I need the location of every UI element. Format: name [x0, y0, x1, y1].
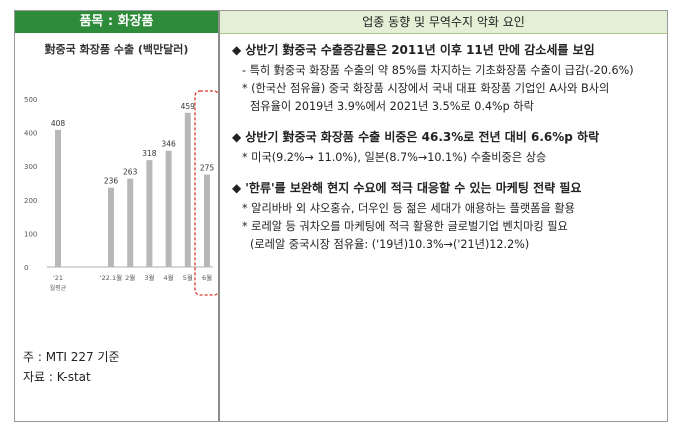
right-panel: 업종 동향 및 무역수지 악화 요인 ◆ 상반기 對중국 수출증감률은 2011년…: [220, 11, 667, 421]
detail-line: * 알리바바 외 샤오홍슈, 더우인 등 젊은 세대가 애용하는 플랫폼을 활용: [242, 202, 575, 215]
y-tick-label: 300: [24, 163, 37, 171]
diamond-bullet-icon: ◆: [232, 130, 242, 144]
y-tick-label: 0: [24, 264, 28, 272]
data-label: 318: [142, 149, 157, 158]
x-tick-label: '22.1월: [100, 273, 122, 282]
highlight-box: [194, 90, 218, 296]
bar: [55, 129, 61, 267]
section-headline: ◆ 상반기 對중국 수출증감률은 2011년 이후 11년 만에 감소세를 보임: [232, 41, 662, 58]
diamond-bullet-icon: ◆: [232, 43, 242, 57]
x-tick-label: '21: [53, 274, 63, 282]
data-label: 236: [104, 177, 119, 186]
notes: 주 : MTI 227 기준 자료 : K-stat: [23, 347, 120, 387]
bar: [108, 187, 114, 267]
bar: [146, 160, 153, 267]
detail-line: * (한국산 점유율) 중국 화장품 시장에서 국내 대표 화장품 기업인 A사…: [242, 82, 610, 95]
y-tick-label: 200: [24, 197, 37, 205]
source-text: 자료 : K-stat: [23, 370, 91, 384]
bar: [165, 150, 172, 267]
trend-section: ◆ 상반기 對중국 수출증감률은 2011년 이후 11년 만에 감소세를 보임 -…: [232, 41, 662, 116]
data-label: 275: [200, 164, 215, 173]
trend-section: ◆ 상반기 對중국 화장품 수출 비중은 46.3%로 전년 대비 6.6%p 하…: [232, 128, 662, 167]
chart-title: 對중국 화장품 수출 (백만달러): [44, 43, 189, 56]
section-headline: ◆ 상반기 對중국 화장품 수출 비중은 46.3%로 전년 대비 6.6%p 하…: [232, 128, 662, 145]
section-headline: ◆ '한류'를 보완해 현지 수요에 적극 대응할 수 있는 마케팅 전략 필요: [232, 179, 662, 196]
data-label: 263: [123, 168, 138, 177]
x-tick-label: 4월: [164, 273, 174, 282]
detail-line: * 미국(9.2%→ 11.0%), 일본(8.7%→10.1%) 수출비중은 …: [242, 151, 547, 164]
trend-header: 업종 동향 및 무역수지 악화 요인: [220, 11, 667, 34]
trend-content: ◆ 상반기 對중국 수출증감률은 2011년 이후 11년 만에 감소세를 보임 -…: [232, 41, 662, 266]
headline-text: 상반기 對중국 화장품 수출 비중은 46.3%로 전년 대비 6.6%p 하락: [245, 130, 600, 144]
data-label: 459: [181, 102, 196, 111]
detail-line: 점유율이 2019년 3.9%에서 2021년 3.5%로 0.4%p 하락: [250, 100, 534, 113]
item-header: 품목 : 화장품: [15, 11, 218, 33]
trend-section: ◆ '한류'를 보완해 현지 수요에 적극 대응할 수 있는 마케팅 전략 필요 *…: [232, 179, 662, 254]
x-tick-label: 5월: [183, 273, 193, 282]
x-tick-label: 2월: [125, 273, 135, 282]
x-tick-label: 3월: [144, 273, 154, 282]
diamond-bullet-icon: ◆: [232, 181, 242, 195]
y-tick-label: 500: [24, 96, 37, 104]
note-text: 주 : MTI 227 기준: [23, 350, 120, 364]
y-tick-label: 400: [24, 130, 37, 138]
detail-line: - 특히 對중국 화장품 수출의 약 85%를 차지하는 기초화장품 수출이 급…: [242, 64, 634, 77]
bar-chart: 0 100 200 300 400 500 408 '21 236 '22.1월 263 2월 318 3…: [24, 90, 218, 296]
detail-line: (로레알 중국시장 점유율: ('19년)10.3%→('21년)12.2%): [250, 238, 530, 251]
bar: [127, 178, 134, 267]
data-label: 408: [51, 119, 66, 128]
bar: [204, 174, 210, 267]
data-label: 346: [161, 140, 176, 149]
content-frame: 품목 : 화장품 對중국 화장품 수출 (백만달러) 0 100 200 300 400…: [14, 10, 668, 422]
left-panel: 품목 : 화장품 對중국 화장품 수출 (백만달러) 0 100 200 300 400…: [15, 11, 220, 421]
headline-text: 상반기 對중국 수출증감률은 2011년 이후 11년 만에 감소세를 보임: [245, 43, 595, 57]
bar: [184, 112, 191, 267]
x-tick-label: 6월: [202, 273, 212, 282]
detail-line: * 로레알 등 궈차오를 마케팅에 적극 활용한 글로벌기업 벤치마킹 필요: [242, 220, 568, 233]
x-sublabel: 월평균: [50, 284, 67, 292]
y-tick-label: 100: [24, 230, 37, 238]
headline-text: '한류'를 보완해 현지 수요에 적극 대응할 수 있는 마케팅 전략 필요: [245, 181, 582, 195]
